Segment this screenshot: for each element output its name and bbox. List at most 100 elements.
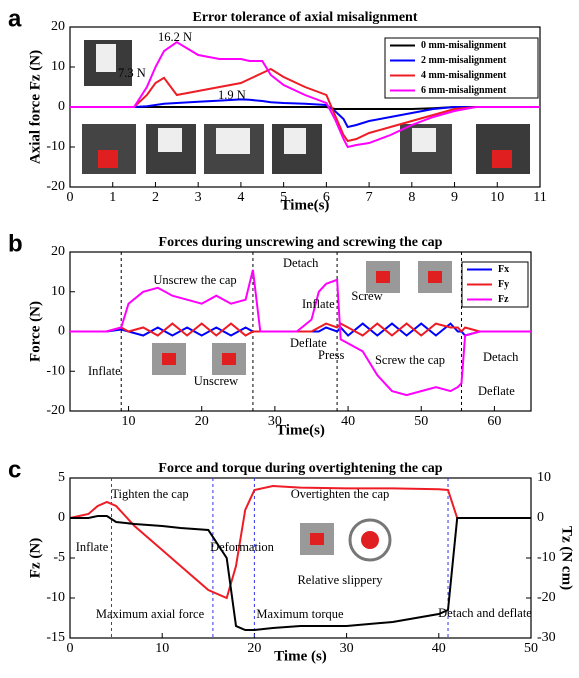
panel-label: b bbox=[8, 230, 23, 257]
x-tick-label: 10 bbox=[122, 414, 136, 429]
y-tick-label: 0 bbox=[58, 324, 65, 339]
x-tick-label: 1 bbox=[109, 190, 116, 205]
panel-label: a bbox=[8, 5, 22, 32]
series-line bbox=[70, 322, 531, 337]
legend-box bbox=[384, 37, 539, 99]
series-line bbox=[70, 515, 531, 631]
legend-label: Fy bbox=[498, 279, 509, 290]
y2-tick-label: -10 bbox=[537, 550, 556, 565]
x-tick-label: 30 bbox=[340, 641, 354, 656]
annotation: Deformation bbox=[210, 540, 275, 554]
photos bbox=[82, 40, 530, 174]
photo bbox=[492, 150, 512, 168]
y-tick-label: -10 bbox=[46, 590, 65, 605]
y-axis-label: Force (N) bbox=[27, 301, 43, 362]
annotation: Deflate bbox=[478, 384, 515, 398]
annotation: Maximum axial force bbox=[96, 607, 205, 621]
x-tick-label: 40 bbox=[341, 414, 355, 429]
y2-tick-label: 0 bbox=[537, 510, 544, 525]
legend-label: 2 mm-misalignment bbox=[421, 55, 507, 66]
annotation: Inflate bbox=[76, 540, 109, 554]
photo bbox=[412, 128, 436, 152]
series-line bbox=[70, 41, 540, 149]
y-tick-label: 0 bbox=[58, 99, 65, 114]
schematic bbox=[310, 533, 324, 545]
photo bbox=[284, 128, 306, 154]
schematic bbox=[428, 271, 442, 283]
y-tick-label: -10 bbox=[46, 139, 65, 154]
annotation: Detach bbox=[483, 350, 519, 364]
schematics bbox=[152, 261, 452, 562]
y2-axis-label: Tz (N cm) bbox=[559, 526, 575, 590]
x-tick-label: 10 bbox=[490, 190, 504, 205]
annotation: 7.3 N bbox=[118, 66, 146, 80]
series-line bbox=[70, 322, 531, 337]
series-line bbox=[70, 269, 531, 397]
y-tick-label: -20 bbox=[46, 403, 65, 418]
schematic bbox=[162, 353, 176, 365]
photo bbox=[98, 150, 118, 168]
legend-label: 6 mm-misalignment bbox=[421, 85, 507, 96]
x-tick-label: 6 bbox=[323, 190, 330, 205]
x-tick-label: 8 bbox=[408, 190, 415, 205]
series-line bbox=[69, 484, 531, 600]
x-tick-label: 30 bbox=[268, 414, 282, 429]
x-tick-label: 7 bbox=[366, 190, 373, 205]
photo bbox=[96, 44, 116, 72]
x-tick-label: 3 bbox=[195, 190, 202, 205]
series-line bbox=[70, 98, 540, 129]
photo bbox=[158, 128, 182, 152]
legend-label: Fz bbox=[498, 294, 509, 305]
y2-tick-label: 10 bbox=[537, 470, 551, 485]
y-tick-label: -15 bbox=[46, 630, 65, 645]
annotation: Press bbox=[318, 348, 345, 362]
y-axis-label: Fz (N) bbox=[27, 538, 43, 578]
annotation: Tighten the cap bbox=[111, 487, 188, 501]
x-tick-label: 40 bbox=[432, 641, 446, 656]
annotation: Screw bbox=[351, 289, 382, 303]
annotation: Deflate bbox=[290, 336, 327, 350]
y-tick-label: 10 bbox=[51, 59, 65, 74]
y-tick-label: -5 bbox=[53, 550, 65, 565]
x-axis-label: Time (s) bbox=[274, 648, 327, 664]
annotation: Overtighten the cap bbox=[291, 487, 390, 501]
schematic bbox=[361, 531, 379, 549]
annotation: Inflate bbox=[302, 297, 335, 311]
legend-label: 4 mm-misalignment bbox=[421, 70, 507, 81]
x-tick-label: 4 bbox=[237, 190, 244, 205]
x-tick-label: 11 bbox=[533, 190, 546, 205]
photo bbox=[216, 128, 250, 154]
x-axis-label: Time(s) bbox=[281, 197, 330, 213]
annotation: Maximum torque bbox=[256, 607, 344, 621]
y-tick-label: -20 bbox=[46, 179, 65, 194]
panel-label: c bbox=[8, 456, 21, 483]
y-tick-label: 10 bbox=[51, 284, 65, 299]
x-tick-label: 60 bbox=[487, 414, 501, 429]
x-tick-label: 50 bbox=[524, 641, 538, 656]
x-tick-label: 20 bbox=[195, 414, 209, 429]
series-line bbox=[70, 106, 540, 110]
x-tick-label: 50 bbox=[414, 414, 428, 429]
schematic bbox=[222, 353, 236, 365]
legend-label: 0 mm-misalignment bbox=[421, 40, 507, 51]
annotation: Relative slippery bbox=[297, 573, 383, 587]
schematic bbox=[348, 518, 392, 562]
annotation: Detach and deflate bbox=[438, 606, 532, 620]
y-axis-label: Axial force Fz (N) bbox=[27, 50, 43, 164]
annotation: Inflate bbox=[88, 364, 121, 378]
y2-tick-label: -30 bbox=[537, 630, 556, 645]
legend-label: Fx bbox=[498, 264, 509, 275]
y-tick-label: 20 bbox=[51, 244, 65, 259]
y-tick-label: 5 bbox=[58, 470, 65, 485]
annotation: Unscrew bbox=[194, 374, 238, 388]
x-tick-label: 20 bbox=[247, 641, 261, 656]
x-tick-label: 5 bbox=[280, 190, 287, 205]
schematic bbox=[376, 271, 390, 283]
x-tick-label: 10 bbox=[155, 641, 169, 656]
x-tick-label: 0 bbox=[67, 641, 74, 656]
annotation: 1.9 N bbox=[218, 88, 246, 102]
annotation: Unscrew the cap bbox=[153, 273, 236, 287]
annotation: Detach bbox=[283, 256, 319, 270]
x-tick-label: 2 bbox=[152, 190, 159, 205]
